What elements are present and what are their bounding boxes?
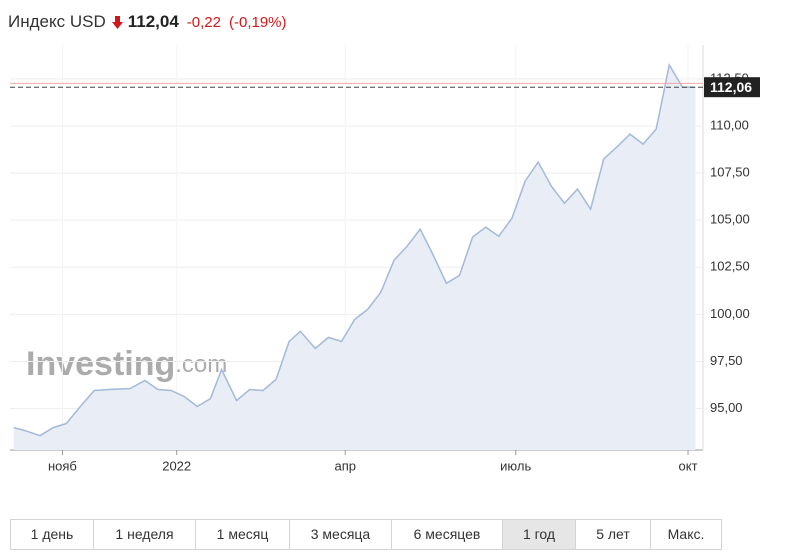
y-tick-label: 102,50	[710, 259, 750, 274]
range-button[interactable]: 6 месяцев	[392, 520, 503, 549]
range-button[interactable]: 1 неделя	[94, 520, 196, 549]
watermark-suffix: .com	[175, 351, 227, 378]
x-tick-label: июль	[500, 458, 531, 473]
x-tick-label: апр	[335, 458, 357, 473]
x-tick-label: нояб	[48, 458, 77, 473]
chart: Investing.com 95,00 97,50 100,00 102,50 105,0…	[10, 45, 760, 473]
line	[13, 62, 696, 437]
y-tick-label: 95,00	[710, 400, 743, 415]
range-button[interactable]: 1 месяц	[196, 520, 290, 549]
price: 112,04	[127, 12, 179, 31]
range-button[interactable]: 1 год	[503, 520, 576, 549]
last-value-label: 112,06	[710, 79, 752, 95]
range-selector: 1 день 1 неделя 1 месяц 3 месяца 6 месяцев 1 …	[10, 519, 722, 550]
title: Индекс USD	[8, 12, 106, 31]
y-tick-label: 100,00	[710, 306, 750, 321]
last-value-box	[704, 77, 760, 98]
range-button[interactable]: 5 лет	[576, 520, 651, 549]
area	[13, 65, 696, 450]
x-tick-label: 2022	[162, 458, 191, 473]
range-button[interactable]: 1 день	[11, 520, 94, 549]
change-percent: (-0,19%)	[229, 13, 287, 31]
y-tick-label: 110,00	[710, 117, 749, 132]
y-tick-label: 97,50	[710, 353, 743, 368]
header: Индекс USD 112,04 -0,22 (-0,19%)	[8, 10, 287, 34]
watermark-main: Investing	[26, 345, 175, 383]
range-button[interactable]: Макс.	[667, 526, 705, 542]
change: -0,22	[186, 13, 221, 31]
y-tick-label: 107,50	[710, 165, 750, 180]
down-arrow	[111, 15, 123, 29]
y-tick-label: 105,00	[710, 212, 750, 227]
watermark: Investing.com	[26, 345, 227, 383]
x-tick-label: окт	[679, 458, 698, 473]
range-button[interactable]: 3 месяца	[290, 520, 392, 549]
